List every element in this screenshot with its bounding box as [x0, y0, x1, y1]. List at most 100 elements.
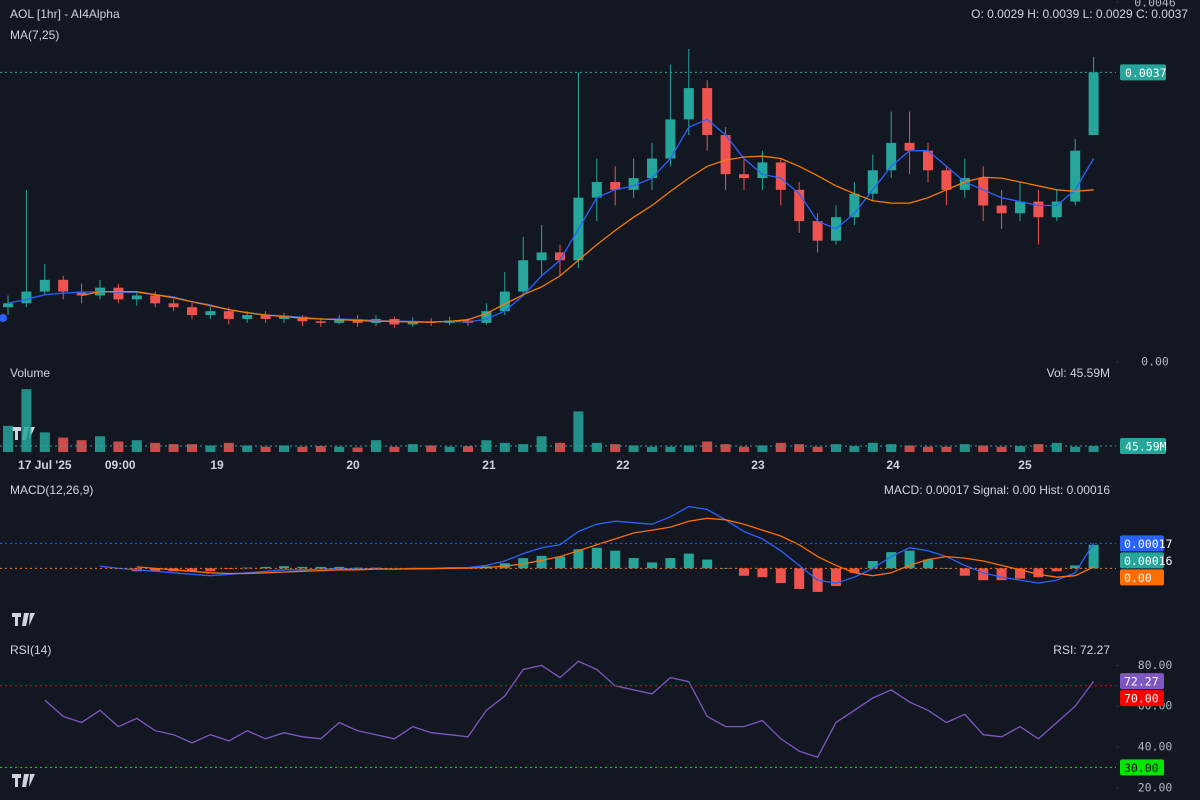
histogram-bar [702, 559, 713, 569]
x-tick-label: 25 [1018, 458, 1032, 472]
volume-bar [886, 444, 897, 452]
volume-bar [867, 442, 878, 452]
candle-body [683, 88, 694, 120]
x-tick-label: 09:00 [105, 458, 136, 472]
volume-bar [904, 445, 915, 452]
candle-body [886, 142, 897, 171]
histogram-bar [831, 568, 841, 587]
volume-bar [463, 446, 473, 452]
histogram-bar [683, 553, 694, 569]
value-tag-label: 45.59M [1125, 440, 1167, 454]
panel-legend: MACD: 0.00017 Signal: 0.00 Hist: 0.00016 [884, 483, 1110, 497]
candle-body [536, 252, 547, 261]
candle-body [1015, 201, 1025, 214]
histogram-bar [904, 550, 915, 569]
x-tick-label: 22 [616, 458, 630, 472]
indicator-line [44, 660, 1095, 758]
volume-bar [21, 389, 32, 452]
volume-bar [831, 444, 841, 452]
histogram-bar [665, 558, 676, 569]
candle-body [334, 318, 345, 323]
volume-bar [95, 436, 105, 452]
candle-body [702, 88, 713, 136]
histogram-bar [923, 559, 933, 569]
histogram-bar [260, 566, 271, 569]
volume-bar [757, 445, 768, 452]
value-tag-label: 70.00 [1124, 692, 1159, 706]
candle-body [58, 279, 69, 292]
y-tick-label: 0.0046 [1134, 0, 1176, 10]
volume-bar [536, 436, 547, 452]
y-tick-label: 80.00 [1138, 658, 1173, 672]
candle-body [775, 162, 786, 190]
candle-body [131, 295, 142, 300]
candle-body [3, 303, 13, 308]
x-tick-label: 23 [751, 458, 765, 472]
volume-bar [58, 437, 69, 452]
candle-body [591, 182, 602, 198]
candle-body [150, 295, 161, 304]
histogram-bar [867, 561, 878, 569]
value-tag-label: 0.00016 [1124, 554, 1173, 568]
value-tag [1120, 438, 1166, 455]
logo [12, 613, 35, 626]
candle-body [867, 170, 878, 194]
histogram-bar [1070, 565, 1081, 569]
candle-body [720, 135, 731, 175]
volume-bar [426, 445, 437, 452]
panel-title: RSI(14) [10, 643, 51, 657]
volume-bar [205, 445, 216, 452]
candle-body [242, 315, 253, 319]
histogram-bar [297, 566, 308, 569]
x-tick-label: 17 Jul '25 [18, 458, 72, 472]
histogram-bar [352, 567, 363, 569]
value-tag [1120, 759, 1164, 776]
volume-bar [150, 442, 161, 452]
volume-bar [812, 446, 823, 452]
volume-bar [739, 446, 749, 452]
candle-body [610, 182, 621, 190]
y-tick-label: 0.00 [1141, 355, 1169, 369]
histogram-bar [279, 566, 289, 569]
chart-title: AOL [1hr] - AI4Alpha [10, 7, 120, 21]
volume-bar [775, 442, 786, 452]
histogram-bar [628, 558, 639, 569]
volume-bar [794, 444, 805, 452]
volume-bar [242, 445, 253, 452]
volume-bar [518, 444, 529, 452]
candle-body [499, 291, 510, 312]
volume-bar [591, 442, 602, 452]
volume-bar [444, 446, 455, 452]
histogram-bar [1051, 568, 1062, 572]
volume-bar [223, 442, 234, 452]
volume-bar [407, 444, 418, 452]
histogram-bar [1088, 544, 1099, 569]
volume-bar [1070, 446, 1081, 452]
histogram-bar [555, 556, 565, 569]
histogram-bar [647, 562, 657, 569]
histogram-bar [1015, 568, 1025, 579]
candle-body [518, 260, 529, 292]
histogram-bar [978, 568, 989, 581]
volume-bar [923, 446, 933, 452]
volume-bar [3, 425, 13, 452]
x-tick-label: 19 [210, 458, 224, 472]
histogram-bar [573, 549, 584, 569]
logo [12, 774, 35, 787]
histogram-bar [536, 555, 547, 569]
candle-body [757, 162, 768, 179]
y-tick-label: 40.00 [1138, 739, 1173, 753]
candle-body [978, 178, 989, 206]
volume-bar [702, 441, 713, 452]
value-tag [1120, 552, 1164, 569]
x-tick-label: 20 [346, 458, 360, 472]
volume-bar [1033, 444, 1044, 452]
candle-body [923, 150, 933, 171]
volume-bar [628, 445, 639, 452]
candle-body [205, 311, 216, 316]
volume-bar [334, 446, 345, 452]
candle-body [555, 252, 565, 261]
volume-bar [610, 444, 621, 452]
